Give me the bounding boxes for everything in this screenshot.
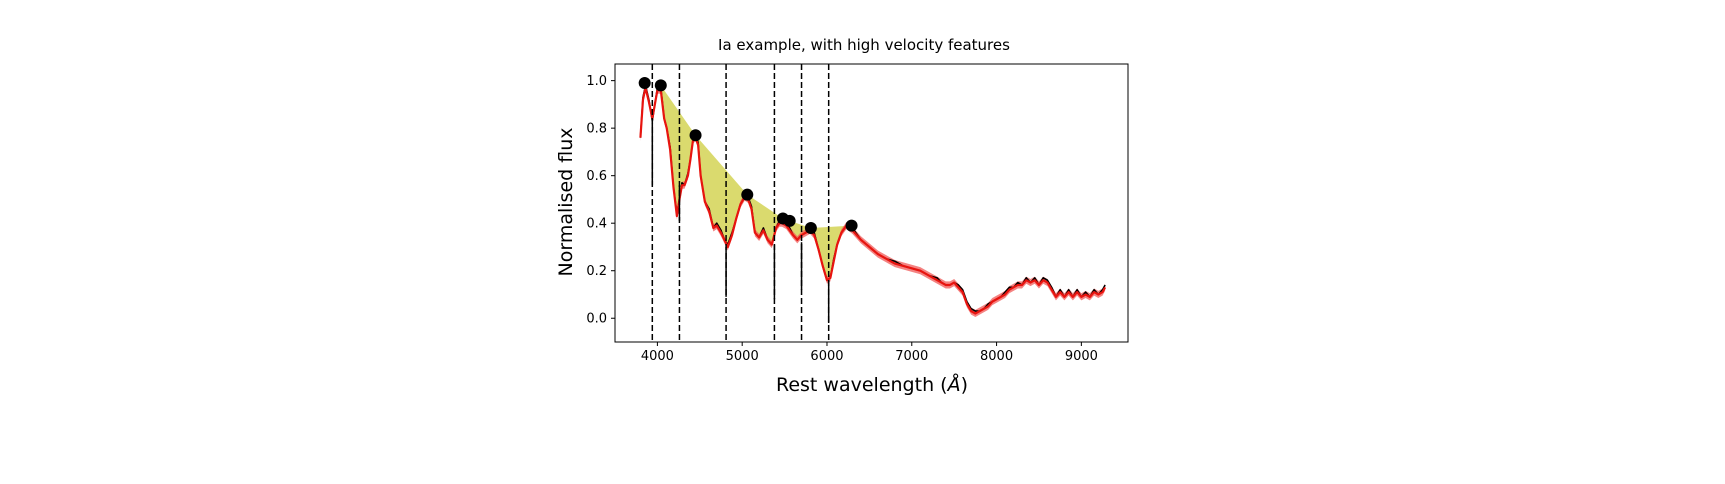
y-axis-label: Normalised flux: [555, 128, 577, 277]
feature-marker-8: [845, 219, 858, 232]
pseudo-equivalent-width-regions: [660, 85, 852, 281]
feature-marker-7: [804, 221, 817, 234]
y-tick-label: 0.2: [586, 264, 607, 279]
y-tick-label: 1.0: [586, 74, 607, 89]
x-tick-label: 8000: [980, 349, 1013, 364]
x-axis-ticks: 4000 5000 6000 7000 8000 9000: [641, 342, 1098, 364]
x-tick-label: 4000: [641, 349, 674, 364]
feature-fill-region-2: [695, 135, 748, 247]
x-tick-label: 6000: [810, 349, 843, 364]
x-axis-label-close: ): [961, 374, 968, 396]
x-axis-label-text: Rest wavelength (: [776, 374, 948, 396]
y-tick-label: 0.8: [586, 122, 607, 137]
feature-lines-group: [651, 64, 830, 342]
feature-marker-6: [783, 214, 796, 227]
x-tick-label: 5000: [726, 349, 759, 364]
feature-marker-3: [689, 129, 702, 142]
chart-title: Ia example, with high velocity features: [718, 36, 1010, 54]
feature-fill-region-1: [660, 85, 696, 217]
feature-marker-2: [654, 79, 667, 92]
y-axis-ticks: 0.0 0.2 0.4 0.6 0.8 1.0: [586, 74, 615, 327]
feature-marker-1: [638, 77, 651, 90]
x-tick-label: 7000: [895, 349, 928, 364]
feature-fill-region-5: [810, 225, 852, 281]
feature-marker-4: [741, 188, 754, 201]
y-tick-label: 0.6: [586, 169, 607, 184]
plot-area-frame: [614, 63, 1129, 343]
y-tick-label: 0.4: [586, 217, 607, 232]
x-tick-label: 9000: [1065, 349, 1098, 364]
x-axis-label-unit: Å: [946, 373, 961, 396]
y-tick-label: 0.0: [586, 312, 607, 327]
feature-markers-group: [638, 77, 858, 234]
x-axis-label: Rest wavelength (Å): [776, 373, 968, 396]
